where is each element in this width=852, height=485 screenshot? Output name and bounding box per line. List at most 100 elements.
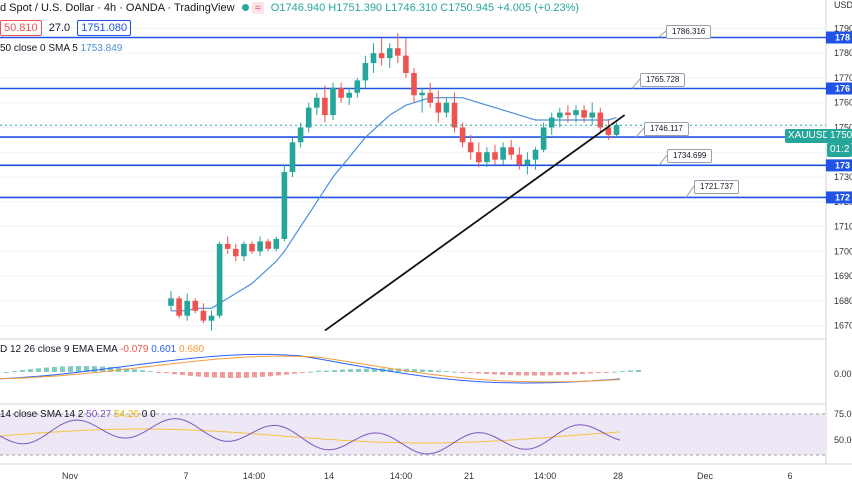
macd-histogram-bar <box>460 372 465 373</box>
candle-body <box>403 55 409 73</box>
candle-body <box>176 298 182 316</box>
bid-box[interactable]: 50.810 <box>0 20 42 36</box>
wave-icon[interactable]: ≈ <box>251 2 264 14</box>
level-callout-connector <box>658 154 668 166</box>
rsi-value: 50.27 <box>86 409 112 420</box>
candle-body <box>581 110 587 118</box>
candle-body <box>565 112 571 116</box>
macd-histogram-bar <box>140 370 145 372</box>
macd-histogram-bar <box>68 366 73 372</box>
macd-signal-line <box>0 355 621 383</box>
macd-histogram-bar <box>492 372 497 375</box>
rsi-extra-2: 0 <box>150 409 156 420</box>
candle-body <box>273 238 280 249</box>
macd-histogram-bar <box>364 368 369 372</box>
macd-histogram-bar <box>20 370 25 372</box>
candle-body <box>386 48 393 59</box>
candle-body <box>346 92 352 98</box>
macd-axis-tick: 0.00 <box>834 369 852 379</box>
macd-histogram-bar <box>44 367 49 372</box>
trendline <box>324 114 626 332</box>
macd-histogram-bar <box>484 372 489 374</box>
level-label-1721[interactable]: 1721.737 <box>694 180 740 194</box>
sma-legend: 50 close 0 SMA 5 1753.849 <box>0 43 122 54</box>
level-tag-label: 172 <box>835 192 850 202</box>
macd-histogram-bar <box>220 372 225 378</box>
candle-body <box>508 147 514 155</box>
candle-body <box>443 102 450 113</box>
rsi-sma-value: 54.26 <box>113 409 140 420</box>
time-axis-label: 14:00 <box>390 471 413 481</box>
ohlc-change: +4.005 (+0.23%) <box>497 2 580 14</box>
ask-box[interactable]: 1751.080 <box>77 20 132 36</box>
macd-histogram-bar <box>444 371 449 373</box>
time-axis-label: Nov <box>62 471 79 481</box>
level-tag-bg <box>826 82 852 95</box>
macd-histogram-bar <box>36 368 41 372</box>
candle-body <box>395 48 401 56</box>
ohlc-open: O1746.940 <box>270 2 326 14</box>
macd-value-hist: -0.079 <box>120 344 149 355</box>
candle-body <box>476 152 482 163</box>
macd-histogram-bar <box>348 369 353 372</box>
level-label-1734[interactable]: 1734.699 <box>667 149 713 163</box>
candle-body <box>289 142 296 173</box>
candle-body <box>338 87 344 98</box>
sma-legend-label: 50 close 0 SMA 5 <box>0 43 78 54</box>
candle-body <box>459 127 466 143</box>
macd-histogram-bar <box>124 368 129 372</box>
candle-body <box>216 243 223 316</box>
price-tick-label: 1790 <box>834 23 852 33</box>
macd-histogram-bar <box>292 372 297 374</box>
macd-histogram-bar <box>468 372 473 373</box>
candle-body <box>411 72 417 96</box>
level-label-1786[interactable]: 1786.316 <box>666 25 712 39</box>
rsi-label: 14 close SMA 14 2 <box>0 409 84 420</box>
macd-histogram-bar <box>548 372 553 376</box>
macd-histogram-bar <box>164 372 169 374</box>
macd-histogram-bar <box>4 372 9 373</box>
ohlc-low: L1746.310 <box>385 2 438 14</box>
macd-label: D 12 26 close 9 EMA EMA <box>0 344 118 355</box>
level-tag-label: 173 <box>835 160 850 170</box>
macd-histogram-bar <box>428 369 433 372</box>
macd-histogram-bar <box>388 368 393 372</box>
time-axis-label: 21 <box>464 471 474 481</box>
candle-body <box>500 147 506 160</box>
macd-histogram-bar <box>420 369 425 372</box>
macd-histogram-bar <box>596 372 601 373</box>
countdown-tag: 01:2 <box>827 143 852 157</box>
price-tick-label: 1780 <box>834 48 852 58</box>
candle-body <box>597 112 604 128</box>
candle-body <box>516 154 523 165</box>
macd-histogram-bar <box>500 372 505 375</box>
level-tag-label: 176 <box>835 84 850 94</box>
macd-histogram-bar <box>212 372 217 378</box>
macd-histogram-bar <box>564 372 569 375</box>
candle-body <box>532 149 539 160</box>
sma-legend-value: 1753.849 <box>80 43 123 54</box>
level-label-1746[interactable]: 1746.117 <box>644 122 689 136</box>
symbol-tag: XAUUSD <box>785 129 833 143</box>
rsi-line <box>0 418 621 455</box>
level-tag-bg <box>826 191 852 204</box>
macd-histogram-bar <box>588 372 593 374</box>
macd-histogram-bar <box>612 371 617 373</box>
candle-body <box>451 102 458 128</box>
candle-body <box>241 243 247 257</box>
candle-body <box>297 127 304 143</box>
level-label-1765[interactable]: 1765.728 <box>640 73 686 87</box>
time-axis-label: Dec <box>697 471 714 481</box>
level-tag-bg <box>826 31 852 44</box>
macd-histogram-bar <box>572 372 577 375</box>
macd-line <box>0 353 621 384</box>
spread-value: 27.0 <box>48 22 71 34</box>
candle-body <box>224 243 231 249</box>
price-axis-currency: USD <box>834 0 852 10</box>
candle-body <box>322 97 328 116</box>
macd-histogram-bar <box>236 372 241 378</box>
macd-value-signal: 0.680 <box>179 344 205 355</box>
macd-histogram-bar <box>76 366 81 372</box>
macd-histogram-bar <box>636 369 641 372</box>
